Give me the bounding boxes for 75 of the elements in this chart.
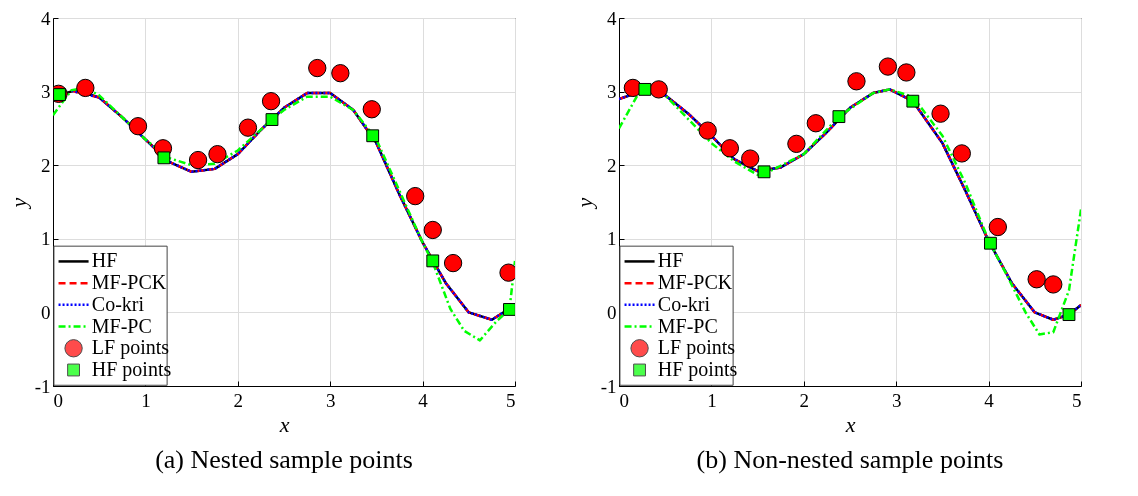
point: [1062, 308, 1076, 322]
y-tick-label: 0: [607, 301, 617, 323]
point: [1027, 270, 1046, 289]
y-tick-label: 2: [607, 154, 617, 176]
x-tick-label: 4: [984, 389, 995, 411]
x-tick-label: 4: [418, 389, 429, 411]
y-tick-label: -1: [600, 375, 617, 397]
x-tick-label: 2: [799, 389, 810, 411]
x-tick-label: 3: [891, 389, 902, 411]
point: [362, 100, 381, 119]
point: [988, 217, 1007, 237]
legend-label: Co-kri: [657, 292, 711, 315]
point: [806, 114, 825, 133]
legend-label: MF-PC: [91, 314, 152, 337]
point: [331, 64, 350, 83]
point: [443, 253, 463, 273]
x-tick-label: 3: [325, 389, 336, 411]
x-axis-title: x: [278, 411, 290, 437]
point: [1044, 275, 1063, 294]
legend-label: LF points: [657, 336, 736, 360]
point: [897, 63, 916, 82]
legend-label: MF-PCK: [91, 271, 167, 294]
point: [984, 236, 997, 250]
point: [423, 220, 442, 240]
point: [261, 92, 281, 111]
y-axis-title: y: [5, 197, 31, 210]
legend-label: HF: [657, 249, 684, 272]
y-tick-label: -1: [34, 375, 51, 397]
legend-label: LF points: [91, 336, 170, 360]
point: [931, 104, 950, 123]
point: [832, 110, 846, 124]
text: (b) Non-nested sample points: [696, 445, 1004, 474]
legend-label: Co-kri: [91, 292, 145, 315]
legend-label: MF-PC: [657, 314, 718, 337]
point: [698, 121, 717, 140]
point: [265, 113, 279, 126]
y-tick-label: 1: [41, 228, 51, 250]
point: [238, 118, 258, 137]
point: [757, 165, 771, 179]
y-tick-label: 4: [607, 7, 617, 29]
x-tick-label: 1: [141, 389, 151, 411]
point: [208, 145, 227, 164]
legend-label: MF-PCK: [657, 271, 733, 294]
y-axis-title: y: [571, 197, 597, 210]
point: [188, 150, 208, 170]
y-tick-label: 0: [41, 301, 51, 323]
y-tick-label: 3: [607, 81, 617, 103]
point: [426, 254, 440, 268]
y-tick-label: 4: [41, 7, 51, 29]
point: [878, 57, 898, 76]
y-tick-label: 3: [41, 81, 51, 103]
point: [720, 139, 740, 158]
point: [128, 117, 148, 136]
point: [638, 82, 652, 96]
point: [406, 186, 425, 206]
point: [308, 58, 327, 78]
text: (a) Nested sample points: [155, 445, 413, 474]
x-tick-label: 5: [506, 389, 516, 411]
x-tick-label: 2: [233, 389, 244, 411]
legend-label: HF: [91, 249, 118, 272]
x-tick-label: 1: [707, 389, 717, 411]
x-tick-label: 5: [1072, 389, 1082, 411]
point: [366, 129, 380, 143]
y-tick-label: 2: [41, 154, 51, 176]
point: [847, 72, 866, 91]
point: [906, 94, 920, 108]
point: [157, 151, 171, 165]
point: [787, 134, 806, 153]
point: [76, 78, 95, 98]
point: [952, 144, 971, 163]
point: [741, 149, 760, 168]
point: [649, 80, 668, 99]
x-axis-title: x: [844, 411, 856, 437]
point: [503, 303, 515, 316]
y-tick-label: 1: [607, 228, 617, 250]
